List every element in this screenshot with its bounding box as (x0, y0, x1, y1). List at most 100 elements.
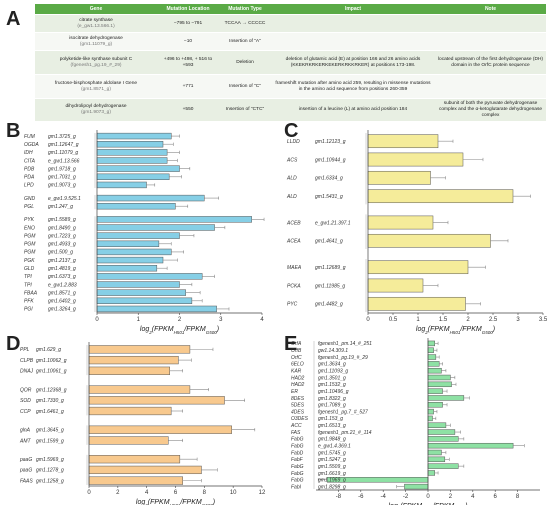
gene-label: gm1.6619_g (318, 471, 346, 477)
category-name: 4DES (291, 409, 305, 415)
category-name: FabG (291, 478, 304, 484)
category-name: GLD (24, 266, 35, 272)
bar (88, 425, 232, 434)
gene-id: (gm1.8571_g) (81, 86, 111, 92)
bar (427, 429, 456, 435)
gene-label: gm1.6461_g (36, 409, 64, 415)
gene-label: gm1.11985_g (315, 283, 345, 289)
category-name: PYK (24, 217, 35, 223)
category-name: ALD (286, 176, 297, 182)
bar (427, 456, 446, 463)
gene-label: fgenesh1_pg.19_#_29 (318, 355, 368, 361)
gene-label: gm1.8490_g (48, 225, 76, 231)
bar (88, 436, 169, 445)
x-tick-label: 12 (259, 490, 266, 496)
bar (427, 367, 442, 374)
category-name: FUM (24, 134, 36, 140)
bar (88, 455, 181, 464)
x-tick-label: -6 (358, 494, 364, 500)
category-name: MAEA (287, 265, 302, 271)
cell-type: Insertion of "C" (219, 74, 271, 99)
category-name: CLPB (20, 358, 34, 364)
gene-label: gm1.8571_g (48, 290, 76, 296)
bar (96, 273, 203, 280)
category-name: PDA (24, 175, 35, 181)
gene-label: gm1.9073_g (48, 183, 76, 189)
bar (427, 354, 437, 360)
bar (88, 355, 179, 365)
bar (96, 132, 172, 140)
gene-label: gm1.10062_g (36, 358, 67, 364)
gene-label: gm1.10944_g (315, 157, 346, 163)
bar (427, 470, 435, 476)
category-name: FabD (291, 450, 304, 456)
gene-label: gm1.5431_g (315, 194, 343, 200)
category-name: FAAS (20, 478, 33, 484)
x-tick-label: 3 (516, 317, 520, 323)
bar (88, 406, 172, 416)
bar (96, 248, 172, 256)
category-name: OrfC (291, 355, 302, 361)
x-tick-label: 2 (178, 317, 182, 323)
gene-label: gm1.12689_g (315, 265, 346, 271)
table-row: fructose-bisphosphate aldolase I Gene (gm… (35, 74, 546, 99)
category-name: CCP (20, 409, 31, 415)
cell-type: Insertion of "A" (219, 32, 271, 51)
category-name: ENO (24, 225, 35, 231)
category-name: ACC (290, 423, 302, 429)
category-name: PGM (24, 242, 36, 248)
panel-letter-d: D (6, 333, 21, 355)
category-name: PCKA (287, 283, 301, 289)
bar (427, 442, 514, 449)
gene-label: gm1.6334_g (315, 176, 343, 182)
x-tick-label: 6 (494, 494, 498, 500)
bar (88, 476, 183, 485)
table-row: polyketide-like synthase subunit C (fgene… (35, 50, 546, 75)
bar (427, 395, 465, 401)
gene-label: e_gw1.13.566 (48, 158, 80, 164)
gene-name: citrate synthase (79, 17, 113, 23)
header-location: Mutation Location (157, 4, 219, 15)
gene-label: gm1.11093_g (318, 368, 348, 374)
cell-type: Insertion of "CTC" (219, 98, 271, 121)
gene-label: gm1.4819_g (48, 266, 76, 272)
header-note: Note (435, 4, 546, 15)
category-name: HAD2 (291, 382, 305, 388)
gene-label: gm1.3645_g (36, 428, 64, 434)
gene-id: (gm1.11079_g) (79, 41, 113, 47)
gene-name: dihydrolipoyl dehydrogenase (65, 104, 127, 109)
category-name: paaG (19, 457, 32, 463)
gene-label: e_gw1.4.369.1 (318, 443, 351, 449)
gene-label: gm1.7223_g (48, 233, 76, 239)
bar (96, 173, 170, 180)
gene-label: gm1.11079_g (48, 150, 78, 156)
category-name: FabI (291, 484, 302, 490)
cell-location: +496 to +498, + 516 to +593 (157, 50, 219, 75)
bar (427, 463, 459, 469)
gene-label: gm1.629_g (36, 347, 61, 353)
gene-label: gm1.5509_g (318, 464, 346, 470)
cell-location: −10 (157, 32, 219, 51)
category-name: 5DES (291, 403, 305, 409)
gene-label: gm1.6402_g (48, 299, 76, 305)
x-tick-label: 10 (230, 490, 237, 496)
category-name: OrfA (291, 341, 302, 347)
gene-label: gm1.7330_g (36, 398, 64, 404)
x-axis-label: log2(FPKMH501/FPKMG500) (136, 499, 215, 505)
x-tick-label: 1.5 (439, 317, 448, 323)
category-name: PGL (24, 204, 34, 210)
gene-label: e_gw1.21.397.1 (315, 220, 351, 226)
category-name: FBAA (24, 290, 38, 296)
category-name: FabG (291, 443, 304, 449)
gene-label: gm1.3264_g (48, 307, 76, 313)
cell-gene: fructose-bisphosphate aldolase I Gene (gm… (35, 74, 157, 99)
x-tick-label: 2.5 (489, 317, 498, 323)
bar (427, 449, 442, 456)
bar (427, 422, 447, 428)
gene-label: gm1.10496_g (318, 389, 349, 395)
bar (96, 194, 205, 202)
bar (88, 385, 191, 394)
gene-label: gm1.5247_g (318, 457, 346, 463)
gene-label: gm1.2137_g (48, 258, 76, 264)
bar (367, 134, 439, 149)
